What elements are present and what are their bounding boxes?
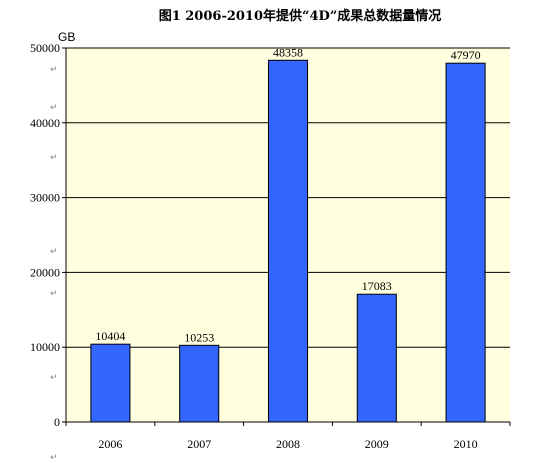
x-axis-ticks: 2006 2007 2008 2009 2010 bbox=[65, 422, 511, 451]
y-tick-label: 40000 bbox=[30, 116, 60, 130]
data-label-2007: 10253 bbox=[184, 330, 214, 344]
y-axis-unit-label: GB bbox=[58, 30, 75, 44]
x-tick-label: 2010 bbox=[454, 437, 478, 451]
bar-2006 bbox=[90, 343, 131, 423]
y-tick-label: 30000 bbox=[30, 191, 60, 205]
bar-2009 bbox=[356, 293, 397, 423]
y-axis-ticks: 0 10000 20000 30000 40000 50000 bbox=[30, 41, 66, 429]
x-tick-label: 2008 bbox=[276, 437, 300, 451]
paragraph-mark-icon: ↵ bbox=[50, 153, 58, 163]
x-tick-label: 2006 bbox=[98, 437, 122, 451]
data-label-2010: 47970 bbox=[451, 48, 481, 62]
y-tick-label: 20000 bbox=[30, 265, 60, 279]
paragraph-mark-icon: ↵ bbox=[50, 289, 58, 299]
y-tick-label: 10000 bbox=[30, 340, 60, 354]
x-tick-label: 2009 bbox=[365, 437, 389, 451]
x-tick-label: 2007 bbox=[187, 437, 211, 451]
paragraph-marks: ↵ ↵ ↵ ↵ ↵ ↵ ↵ bbox=[50, 65, 58, 463]
bar-2010 bbox=[445, 62, 486, 423]
data-label-2008: 48358 bbox=[273, 45, 303, 59]
bar-2008 bbox=[267, 59, 309, 423]
data-labels: 10404 10253 48358 17083 47970 bbox=[95, 45, 480, 344]
bar-2007 bbox=[179, 344, 220, 423]
paragraph-mark-icon: ↵ bbox=[50, 453, 58, 463]
bars bbox=[90, 59, 486, 423]
paragraph-mark-icon: ↵ bbox=[50, 247, 58, 257]
paragraph-mark-icon: ↵ bbox=[50, 373, 58, 383]
paragraph-mark-icon: ↵ bbox=[50, 65, 58, 75]
chart-title: 图1 2006-2010年提供“4D”成果总数据量情况 bbox=[159, 8, 442, 24]
y-tick-label: 50000 bbox=[30, 41, 60, 55]
data-label-2006: 10404 bbox=[95, 329, 125, 343]
paragraph-mark-icon: ↵ bbox=[50, 103, 58, 113]
data-label-2009: 17083 bbox=[362, 279, 392, 293]
y-tick-label: 0 bbox=[54, 415, 60, 429]
